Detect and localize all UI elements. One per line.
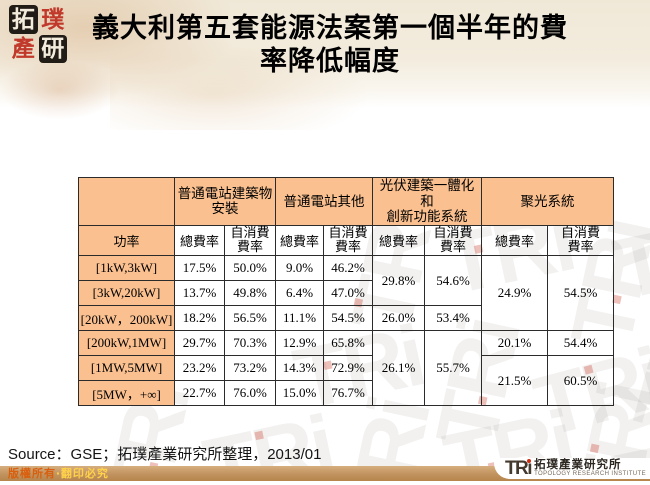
rate-value-cell: 26.1%	[372, 330, 425, 407]
rate-value-cell: 54.4%	[547, 330, 614, 357]
rate-value-cell: 23.2%	[174, 355, 225, 382]
sub-header-total: 總費率	[372, 224, 425, 257]
sub-header-total: 總費率	[275, 224, 324, 257]
rate-value-cell: 24.9%	[481, 255, 548, 332]
rate-value-cell: 76.0%	[224, 380, 276, 407]
rate-value-cell: 76.7%	[323, 380, 373, 407]
sub-header-total: 總費率	[481, 224, 548, 257]
power-range-label: [200kW,1MW]	[78, 330, 175, 357]
tri-logo-mark: TRı	[504, 458, 532, 479]
rate-value-cell: 13.7%	[174, 280, 225, 307]
table-row: [20kW，200kW] 18.2% 56.5% 11.1% 54.5% 26.0% 53.…	[78, 305, 614, 332]
logo-name-en: TOPOLOGY RESEARCH INSTITUTE	[534, 471, 646, 477]
source-line: Source：GSE；拓璞產業研究所整理，2013/01	[8, 446, 322, 463]
seal-char: 研	[38, 34, 67, 63]
rate-value-cell: 60.5%	[547, 355, 614, 407]
topology-seal-logo: 拓 璞 產 研	[9, 5, 67, 63]
rate-value-cell: 15.0%	[275, 380, 324, 407]
table-row: [3kW,20kW] 13.7% 49.8% 6.4% 47.0%	[78, 280, 614, 307]
slide-title: 義大利第五套能源法案第一個半年的費 率降低幅度	[92, 13, 568, 76]
copyright-text: 版權所有	[8, 467, 56, 480]
footer-bar	[0, 466, 650, 481]
group-header: 普通電站其他	[275, 177, 373, 226]
rate-value-cell: 29.8%	[372, 255, 425, 307]
rate-value-cell: 46.2%	[323, 255, 373, 282]
table-row: [200kW,1MW] 29.7% 70.3% 12.9% 65.8% 26.1% 55.7…	[78, 330, 614, 407]
rate-value-cell: 29.7%	[174, 330, 225, 357]
rate-value-cell: 6.4%	[275, 280, 324, 307]
rate-value-cell: 54.6%	[424, 255, 482, 307]
sub-header-self: 自消費 費率	[424, 224, 482, 257]
rate-value-cell: 54.5%	[323, 305, 373, 332]
rate-value-cell: 65.8%	[323, 330, 373, 357]
table-row: [1MW,5MW] 23.2% 73.2% 14.3% 72.9% 21.5% 60.5%	[78, 355, 614, 407]
sub-header-total: 總費率	[174, 224, 225, 257]
rate-value-cell: 53.4%	[424, 305, 482, 332]
rate-value-cell: 9.0%	[275, 255, 324, 282]
logo-name-zh: 拓璞產業研究所	[534, 459, 622, 471]
power-column-header: 功率	[78, 224, 175, 257]
rate-value-cell: 11.1%	[275, 305, 324, 332]
map-texture-blob	[110, 40, 370, 130]
sub-header-self: 自消費 費率	[224, 224, 276, 257]
rate-value-cell: 12.9%	[275, 330, 324, 357]
group-header: 普通電站建築物 安裝	[174, 177, 276, 226]
rate-value-cell: 18.2%	[174, 305, 225, 332]
rate-value-cell: 21.5%	[481, 355, 548, 407]
corner-cell	[78, 177, 175, 226]
rate-value-cell: 26.0%	[372, 305, 425, 332]
copyright-separator: ‧	[56, 467, 61, 480]
rate-value-cell: 17.5%	[174, 255, 225, 282]
rate-value-cell: 72.9%	[323, 355, 373, 382]
rate-value-cell: 55.7%	[424, 330, 482, 407]
rate-value-cell: 49.8%	[224, 280, 276, 307]
rate-value-cell: 22.7%	[174, 380, 225, 407]
seal-char: 璞	[41, 6, 65, 32]
group-header: 聚光系統	[481, 177, 614, 226]
tri-footer-logo: TRı 拓璞產業研究所 TOPOLOGY RESEARCH INSTITUTE	[494, 458, 650, 479]
power-range-label: [1kW,3kW]	[78, 255, 175, 282]
tariff-reduction-table: 普通電站建築物 安裝 普通電站其他 光伏建築一體化和 創新功能系統 聚光系統 功…	[78, 177, 614, 407]
power-range-label: [20kW，200kW]	[78, 305, 175, 332]
power-range-label: [1MW,5MW]	[78, 355, 175, 382]
header-band	[0, 0, 650, 130]
rate-value-cell: 20.1%	[481, 330, 548, 357]
power-range-label: [3kW,20kW]	[78, 280, 175, 307]
sub-header-self: 自消費 費率	[323, 224, 373, 257]
table-row: [1kW,3kW] 17.5% 50.0% 9.0% 46.2% 29.8% 54.6% 24…	[78, 255, 614, 332]
table-row: [5MW，+∞] 22.7% 76.0% 15.0% 76.7%	[78, 380, 614, 407]
seal-char: 拓	[9, 5, 38, 34]
map-texture-blob	[0, 60, 120, 120]
rate-value-cell: 54.5%	[547, 255, 614, 332]
logo-i-dot	[527, 459, 532, 463]
rate-value-cell: 47.0%	[323, 280, 373, 307]
copyright-text: 翻印必究	[60, 467, 109, 480]
power-range-label: [5MW，+∞]	[78, 380, 175, 407]
rate-value-cell: 73.2%	[224, 355, 276, 382]
sub-header-self: 自消費 費率	[547, 224, 614, 257]
group-header: 光伏建築一體化和 創新功能系統	[372, 177, 482, 226]
copyright-notice: 版權所有‧翻印必究	[8, 467, 109, 480]
rate-value-cell: 50.0%	[224, 255, 276, 282]
rate-value-cell: 56.5%	[224, 305, 276, 332]
table-body: [1kW,3kW] 17.5% 50.0% 9.0% 46.2% 29.8% 54.6% 24…	[78, 255, 614, 407]
rate-value-cell: 14.3%	[275, 355, 324, 382]
rate-value-cell: 70.3%	[224, 330, 276, 357]
seal-char: 產	[11, 36, 35, 62]
